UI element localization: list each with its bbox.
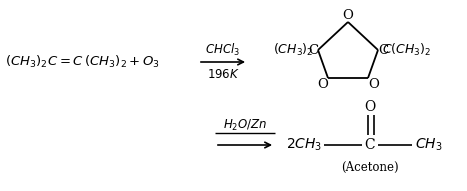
Text: C: C [378,44,388,57]
Text: $2CH_3$: $2CH_3$ [286,137,322,153]
Text: O: O [317,78,328,91]
Text: $CHCl_3$: $CHCl_3$ [205,42,241,58]
Text: $CH_3$: $CH_3$ [415,137,443,153]
Text: O: O [364,100,375,114]
Text: $C(CH_3)_2$: $C(CH_3)_2$ [382,42,431,58]
Text: O: O [343,9,354,22]
Text: $(CH_3)_2$: $(CH_3)_2$ [274,42,314,58]
Text: $(CH_3)_2C = C\,(CH_3)_2 + O_3$: $(CH_3)_2C = C\,(CH_3)_2 + O_3$ [5,54,160,70]
Text: $H_2O/Zn$: $H_2O/Zn$ [223,117,267,133]
Text: $196K$: $196K$ [206,67,240,80]
Text: O: O [368,78,379,91]
Text: C: C [365,138,375,152]
Text: (Acetone): (Acetone) [341,160,399,173]
Text: C: C [308,44,318,57]
